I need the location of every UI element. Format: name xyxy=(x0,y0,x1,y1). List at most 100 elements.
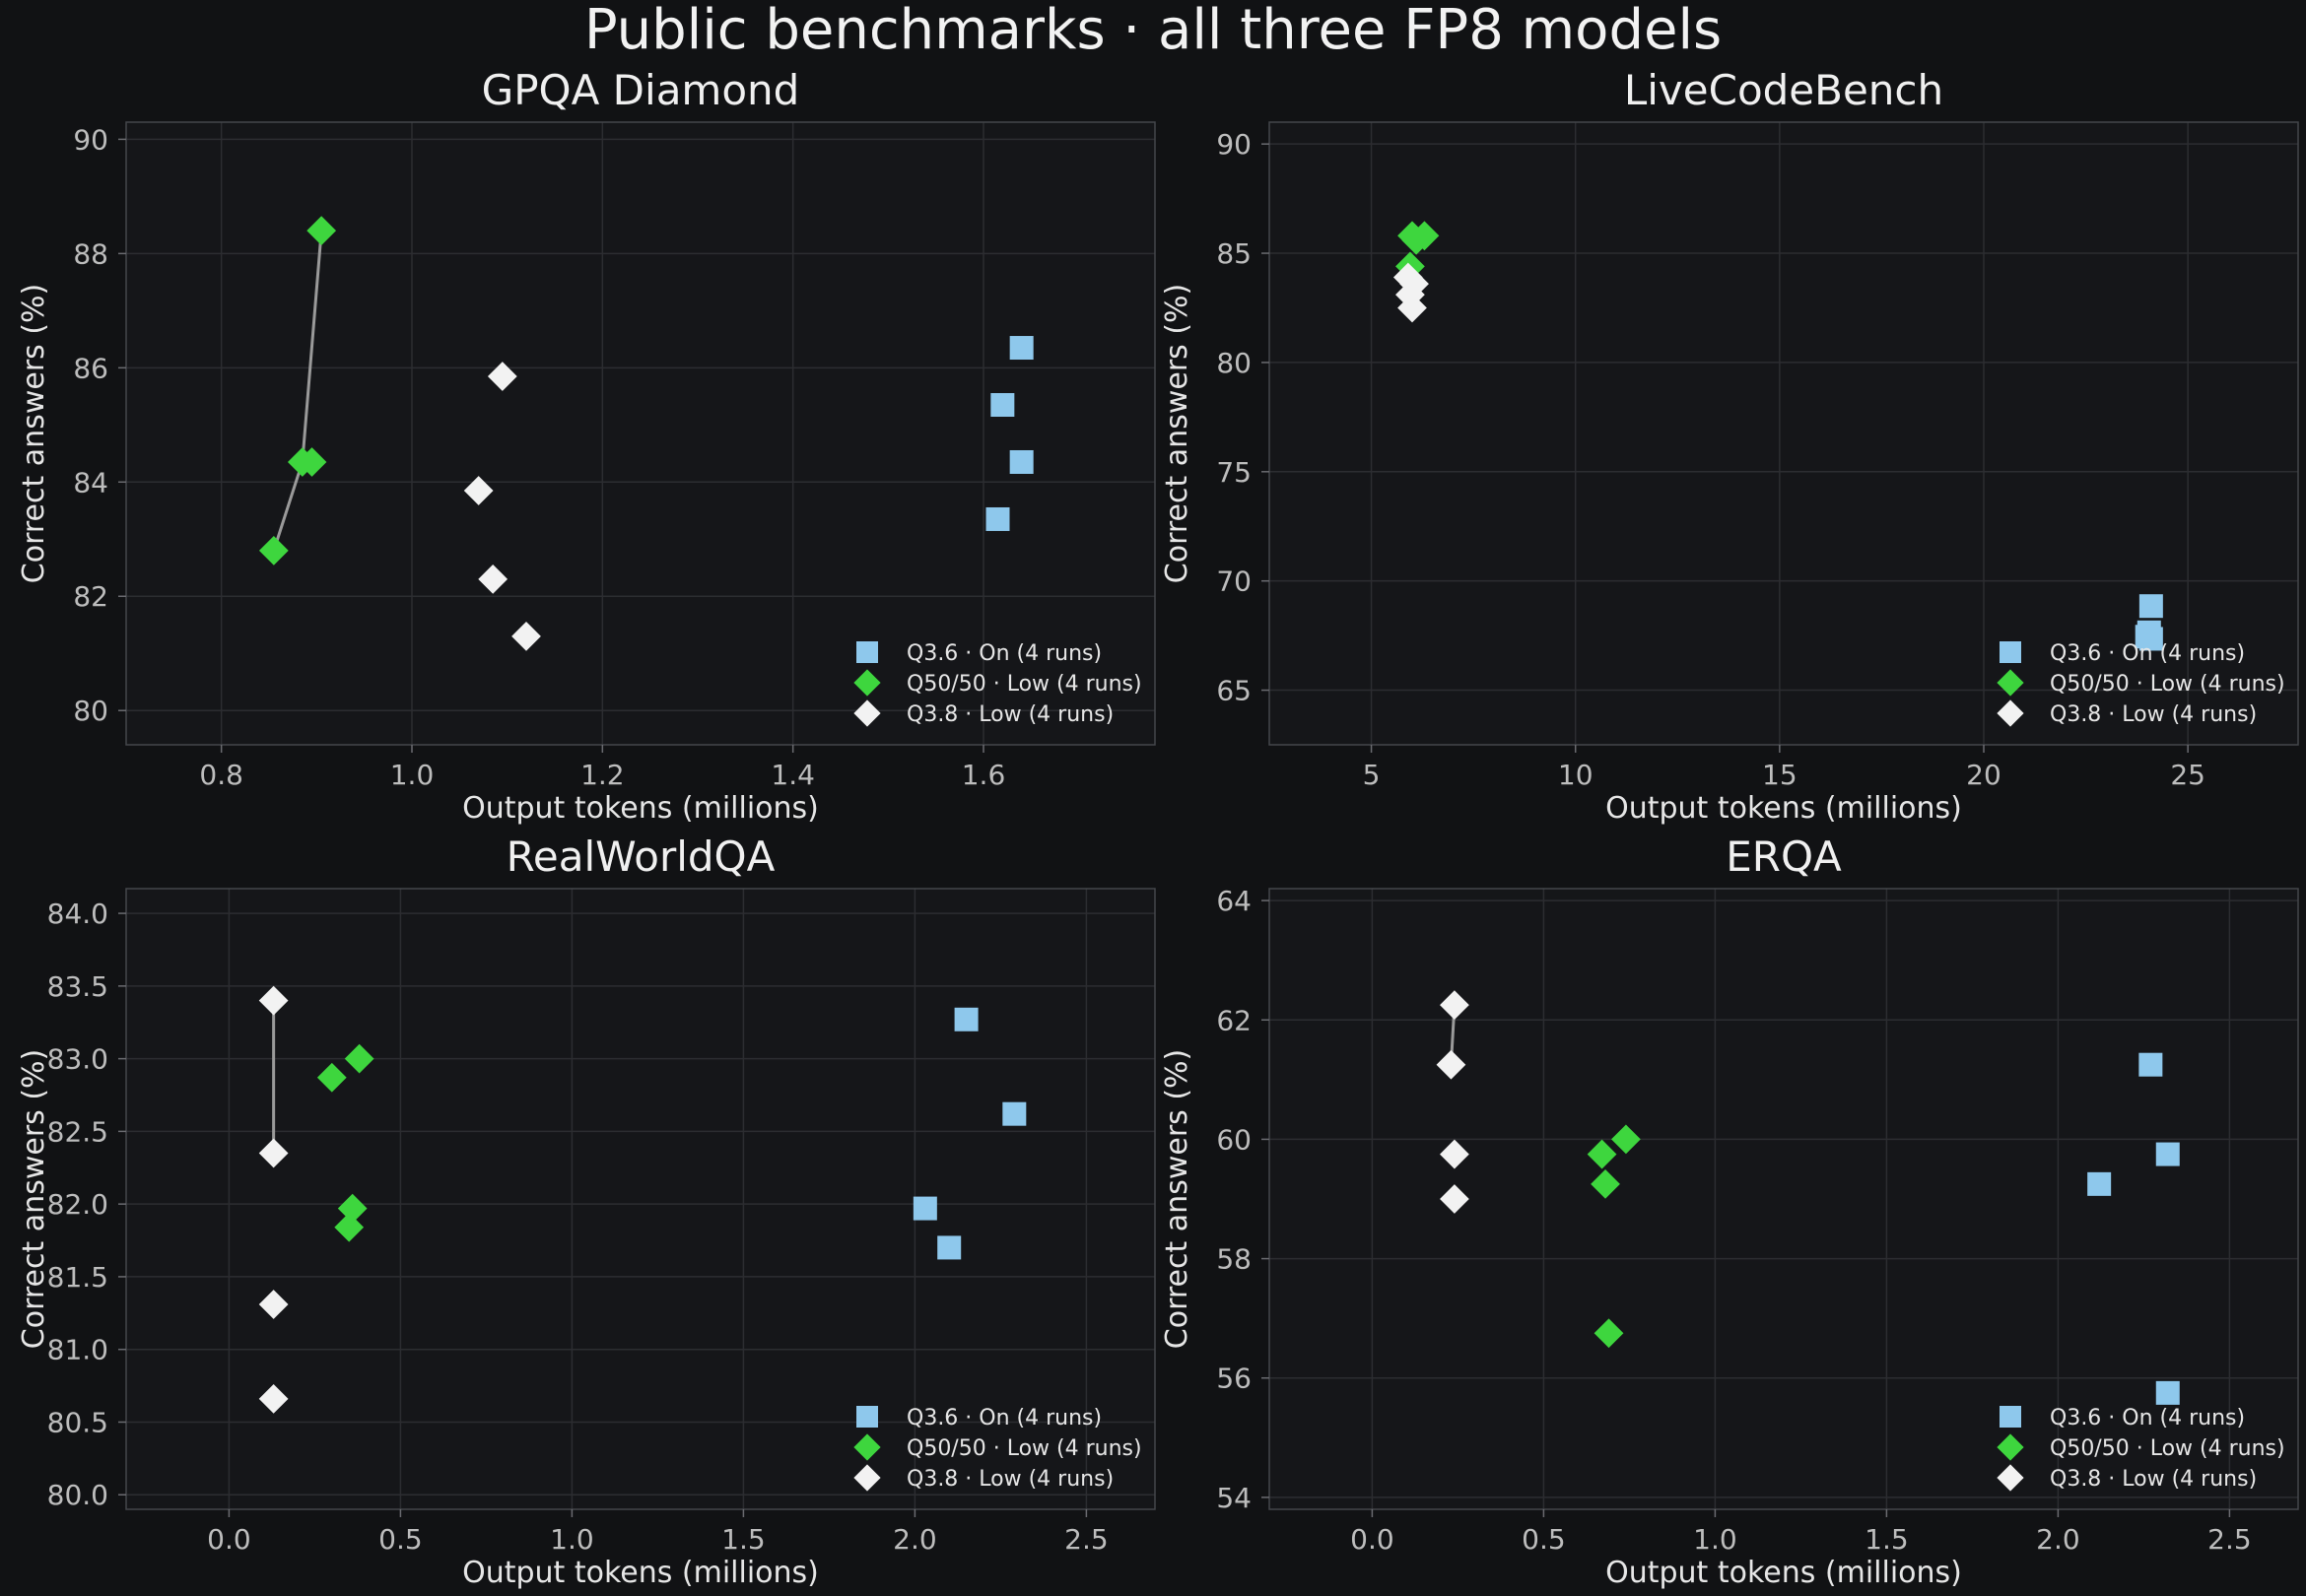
data-point xyxy=(954,1007,979,1031)
x-tick-label: 0.0 xyxy=(207,1523,251,1556)
series-q3-6-on-4-runs xyxy=(2087,1052,2180,1405)
data-point xyxy=(306,216,337,246)
plot-area xyxy=(126,889,1155,1509)
panel-erqa-title: ERQA xyxy=(1726,832,1842,881)
data-point xyxy=(1440,1139,1469,1169)
data-point xyxy=(1594,1318,1624,1349)
data-point xyxy=(258,1383,289,1414)
data-point xyxy=(258,1290,289,1319)
y-tick-label: 82 xyxy=(73,580,108,613)
legend-marker xyxy=(853,1433,881,1461)
legend-marker xyxy=(853,699,881,727)
data-point xyxy=(1440,990,1469,1021)
x-tick-label: 1.5 xyxy=(721,1523,766,1556)
series-q3-6-on-4-runs xyxy=(913,1007,1027,1260)
legend-entry-label: Q3.6 · On (4 runs) xyxy=(907,641,1102,666)
data-point xyxy=(511,621,541,651)
legend-marker xyxy=(1997,669,2024,697)
data-point xyxy=(258,535,289,565)
axes-frame xyxy=(125,121,1156,746)
y-tick-label: 62 xyxy=(1216,1004,1252,1036)
x-tick-label: 2.5 xyxy=(1064,1523,1109,1556)
y-tick-label: 85 xyxy=(1216,237,1252,270)
y-tick-label: 84 xyxy=(73,466,108,499)
y-axis-label: Correct answers (%) xyxy=(1160,284,1194,583)
x-tick-label: 0.0 xyxy=(1350,1523,1394,1556)
data-point xyxy=(1009,449,1034,474)
x-tick-label: 5 xyxy=(1363,759,1381,791)
panel-livecodebench: 5 10 15 20 25 65 70 75 80 85 90 LiveCodeBench Output… xyxy=(1160,66,2299,826)
legend-entry-label: Q3.8 · Low (4 runs) xyxy=(2050,1467,2257,1492)
y-tick-label: 90 xyxy=(1216,128,1252,161)
panel-realworldqa-title: RealWorldQA xyxy=(507,832,776,881)
series-q3-8-low-4-runs xyxy=(1436,990,1469,1214)
y-tick-label: 75 xyxy=(1216,456,1252,489)
y-tick-label: 80 xyxy=(73,695,108,727)
data-point xyxy=(937,1235,962,1260)
x-tick-label: 20 xyxy=(1966,759,2001,791)
data-point xyxy=(1436,1049,1466,1080)
x-tick-label: 1.0 xyxy=(550,1523,594,1556)
legend-marker xyxy=(856,641,878,663)
panel-realworldqa: 0.0 0.5 1.0 1.5 2.0 2.5 80.0 80.5 81.0 81.5 82.0 82… xyxy=(17,832,1156,1590)
y-tick-label: 84.0 xyxy=(47,898,108,930)
data-point xyxy=(1002,1101,1027,1126)
data-point xyxy=(258,1138,289,1168)
legend-entry-label: Q3.6 · On (4 runs) xyxy=(2050,1406,2245,1430)
x-tick-label: 15 xyxy=(1762,759,1797,791)
legend-entry-label: Q50/50 · Low (4 runs) xyxy=(2050,1436,2285,1461)
series-q3-8-low-4-runs xyxy=(1392,262,1429,323)
series-q3-8-low-4-runs xyxy=(463,362,541,651)
axes-frame xyxy=(1268,121,2299,746)
x-tick-label: 2.0 xyxy=(2036,1523,2080,1556)
data-point xyxy=(337,1193,368,1224)
x-tick-label: 25 xyxy=(2170,759,2205,791)
legend-entry-label: Q3.8 · Low (4 runs) xyxy=(2050,702,2257,727)
legend-marker xyxy=(856,1406,878,1428)
data-point xyxy=(1009,336,1034,361)
legend-entry-label: Q50/50 · Low (4 runs) xyxy=(907,672,1142,697)
plot-area xyxy=(1269,122,2298,745)
x-axis-label: Output tokens (millions) xyxy=(462,1556,819,1590)
x-tick-label: 2.5 xyxy=(2207,1523,2252,1556)
y-tick-label: 88 xyxy=(73,237,108,270)
series-q50-50-low-4-runs xyxy=(1587,1124,1641,1349)
legend-entry-label: Q3.6 · On (4 runs) xyxy=(907,1406,1102,1430)
legend-marker xyxy=(853,669,881,697)
data-point xyxy=(2087,1171,2112,1196)
x-tick-label: 0.5 xyxy=(1522,1523,1566,1556)
data-point xyxy=(2155,1142,2180,1166)
data-point xyxy=(2135,625,2159,649)
x-tick-label: 2.0 xyxy=(893,1523,937,1556)
y-tick-label: 83.0 xyxy=(47,1043,108,1076)
x-tick-label: 1.2 xyxy=(580,759,625,791)
legend-entry-label: Q3.6 · On (4 runs) xyxy=(2050,641,2245,666)
data-point xyxy=(2138,594,2163,619)
y-tick-label: 70 xyxy=(1216,565,1252,598)
y-axis-label: Correct answers (%) xyxy=(17,284,51,583)
legend: Q3.6 · On (4 runs) Q50/50 · Low (4 runs) Q… xyxy=(1997,1406,2285,1492)
y-tick-label: 82.5 xyxy=(47,1115,108,1148)
y-tick-label: 86 xyxy=(73,352,108,384)
panel-gpqa-diamond-title: GPQA Diamond xyxy=(482,66,800,114)
x-tick-label: 10 xyxy=(1558,759,1594,791)
series-q3-6-on-4-runs xyxy=(985,336,1034,531)
legend-marker xyxy=(1997,699,2024,727)
data-point xyxy=(478,564,509,594)
series-q50-50-low-4-runs xyxy=(258,216,337,565)
axes-frame xyxy=(125,888,1156,1510)
legend-marker xyxy=(2000,641,2021,663)
y-axis-label: Correct answers (%) xyxy=(17,1049,51,1349)
y-tick-label: 80.5 xyxy=(47,1406,108,1438)
x-tick-label: 1.0 xyxy=(1693,1523,1737,1556)
panel-gpqa-diamond: 0.8 1.0 1.2 1.4 1.6 80 82 84 86 88 90 GPQA Diamond O… xyxy=(17,66,1156,826)
y-tick-label: 80 xyxy=(1216,347,1252,379)
data-point xyxy=(1401,225,1432,255)
legend-entry-label: Q50/50 · Low (4 runs) xyxy=(907,1436,1142,1461)
legend: Q3.6 · On (4 runs) Q50/50 · Low (4 runs) Q… xyxy=(1997,641,2285,727)
legend-marker xyxy=(1997,1464,2024,1492)
legend-entry-label: Q3.8 · Low (4 runs) xyxy=(907,1467,1114,1492)
x-tick-label: 0.5 xyxy=(378,1523,423,1556)
y-tick-label: 82.0 xyxy=(47,1188,108,1221)
